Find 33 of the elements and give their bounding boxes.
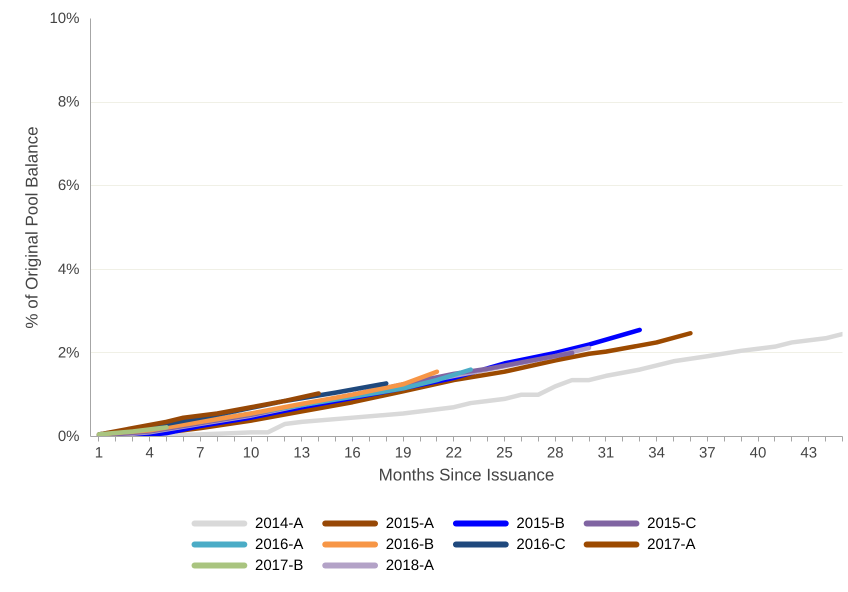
x-tick-label: 31 <box>598 444 614 462</box>
legend-label: 2016-C <box>516 536 566 553</box>
legend-label: 2016-A <box>254 536 304 553</box>
y-axis-title: % of Original Pool Balance <box>22 126 42 329</box>
y-tick-label: 2% <box>58 344 80 362</box>
y-tick-label: 0% <box>58 428 80 445</box>
x-tick-label: 13 <box>293 444 310 462</box>
x-tick-label: 43 <box>800 444 818 462</box>
y-tick-label: 6% <box>58 177 80 194</box>
x-tick-label: 10 <box>242 444 260 462</box>
legend-label: 2017-A <box>647 536 696 553</box>
x-tick-label: 19 <box>394 444 412 462</box>
x-tick-label: 22 <box>445 444 462 462</box>
y-tick-label: 4% <box>58 260 80 278</box>
x-tick-label: 1 <box>94 444 104 462</box>
legend-label: 2015-B <box>516 515 565 532</box>
legend-label: 2016-B <box>386 536 434 553</box>
x-axis-title: Months Since Issuance <box>378 466 554 484</box>
x-tick-label: 40 <box>750 444 766 462</box>
legend-label: 2014-A <box>254 515 304 532</box>
legend-label: 2015-A <box>386 515 434 532</box>
x-tick-label: 34 <box>648 444 665 462</box>
x-tick-label: 25 <box>496 444 513 462</box>
x-tick-label: 28 <box>546 444 564 462</box>
legend-label: 2018-A <box>386 557 434 574</box>
legend-label: 2017-B <box>254 557 304 574</box>
x-tick-label: 4 <box>145 444 154 462</box>
x-tick-label: 37 <box>698 444 716 462</box>
y-tick-label: 8% <box>58 94 80 111</box>
y-tick-label: 10% <box>49 10 80 27</box>
x-tick-label: 16 <box>344 444 361 462</box>
x-tick-label: 7 <box>196 444 205 462</box>
legend-label: 2015-C <box>647 515 696 532</box>
